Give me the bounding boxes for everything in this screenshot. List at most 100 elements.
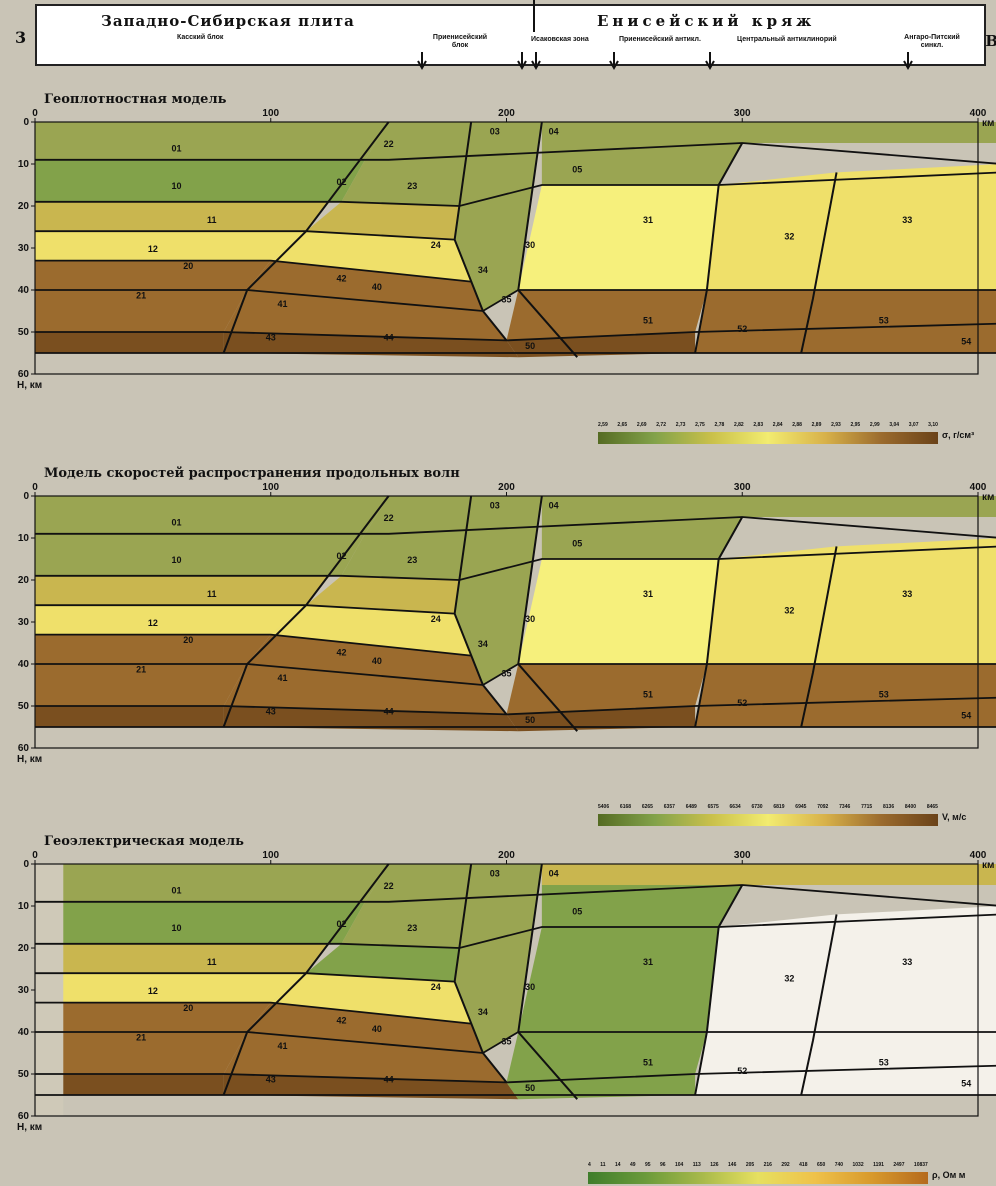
y-tick-label: 10	[18, 159, 30, 170]
legend-tick: 7346	[839, 804, 851, 810]
block-label: 01	[171, 517, 181, 527]
legend-tick: 2,73	[675, 422, 686, 428]
horizon-line	[35, 516, 996, 539]
legend-tick: 2,82	[733, 422, 744, 428]
block-label: 30	[525, 614, 535, 624]
layer-region	[35, 496, 389, 534]
horizon-line	[35, 171, 996, 207]
x-tick-label: 300	[734, 482, 751, 493]
legend-tick: 650	[816, 1162, 826, 1168]
y-tick-label: 50	[18, 327, 30, 338]
horizon-line	[35, 884, 996, 907]
x-tick-label: 100	[262, 108, 279, 119]
y-unit-label: H, км	[17, 754, 42, 765]
legend-tick: 6945	[795, 804, 807, 810]
block-label: 11	[207, 589, 217, 599]
layer-region	[223, 332, 519, 358]
block-label: 02	[336, 177, 346, 187]
block-label: 20	[183, 635, 193, 645]
fault-line	[800, 172, 838, 354]
subunit-prienisei-block: Приенисейский блок	[432, 34, 488, 49]
legend-tick: 740	[834, 1162, 844, 1168]
fault-line	[453, 495, 508, 716]
layer-region	[270, 231, 472, 282]
block-label: 44	[384, 332, 394, 342]
legend-tick: 6575	[707, 804, 719, 810]
subunit-prienisei-anticline: Приенисейский антикл.	[619, 36, 701, 43]
edge-label: В	[985, 32, 996, 50]
legend-tick: 2,83	[753, 422, 764, 428]
block-label: 51	[643, 690, 653, 700]
fault-line	[517, 495, 578, 732]
legend-tick: 3,10	[928, 422, 938, 428]
block-label: 52	[737, 324, 747, 334]
block-label: 03	[490, 501, 500, 511]
layer-region	[35, 533, 366, 576]
legend-tick: 3,04	[889, 422, 900, 428]
layer-region	[812, 164, 996, 299]
legend-tick: 2,99	[869, 422, 880, 428]
block-label: 31	[643, 215, 653, 225]
block-label: 53	[879, 1058, 889, 1068]
layer-region	[35, 575, 330, 606]
layer-region	[541, 122, 996, 143]
legend-tick: 10837	[913, 1162, 928, 1168]
down-arrow-icon	[609, 52, 619, 70]
block-label: 52	[737, 698, 747, 708]
layer-region	[518, 927, 719, 1032]
layer-region	[35, 864, 389, 902]
legend-tick: 2,69	[636, 422, 647, 428]
block-label: 04	[549, 127, 559, 137]
west-title: Западно-Сибирская плита	[101, 12, 355, 30]
figure-number: 3	[15, 28, 27, 47]
legend-tick: 8465	[926, 804, 938, 810]
block-label: 34	[478, 639, 488, 649]
horizon-line	[35, 1031, 996, 1054]
y-tick-label: 60	[18, 743, 30, 754]
layer-region	[35, 201, 330, 232]
horizon-line	[35, 1064, 996, 1084]
block-label: 32	[784, 606, 794, 616]
block-label: 33	[902, 215, 912, 225]
y-tick-label: 60	[18, 369, 30, 380]
subunit-angaro-pitsky: Ангаро-Питский синкл.	[904, 34, 960, 49]
layer-region	[223, 706, 519, 732]
legend-tick: 6819	[773, 804, 785, 810]
block-label: 51	[643, 1058, 653, 1068]
layer-region	[247, 260, 483, 311]
layer-region	[35, 901, 366, 944]
block-label: 02	[336, 919, 346, 929]
layer-region	[341, 496, 472, 580]
block-label: 35	[501, 295, 511, 305]
legend-tick: 3,07	[908, 422, 919, 428]
x-tick-label: 200	[498, 108, 515, 119]
block-label: 34	[478, 1007, 488, 1017]
layer-region	[706, 546, 837, 673]
layer-region	[706, 172, 837, 299]
layer-region	[541, 885, 743, 927]
layer-region	[35, 231, 307, 261]
y-tick-label: 10	[18, 901, 30, 912]
y-tick-label: 30	[18, 617, 30, 628]
block-label: 43	[266, 332, 276, 342]
legend-tick: 2,95	[850, 422, 861, 428]
layer-region	[270, 605, 472, 656]
subunit-central-anticlinorium: Центральный антиклинорий	[737, 36, 837, 43]
horizon-line	[35, 289, 996, 312]
block-label: 10	[171, 923, 181, 933]
layer-region	[35, 290, 248, 332]
block-label: 30	[525, 982, 535, 992]
down-arrow-icon	[517, 52, 527, 70]
y-tick-label: 30	[18, 985, 30, 996]
x-tick-label: 200	[498, 482, 515, 493]
block-label: 12	[148, 618, 158, 628]
layer-region	[223, 290, 507, 341]
y-tick-label: 0	[23, 117, 29, 128]
subunit-kassky: Касский блок	[177, 34, 224, 41]
x-unit-label: км	[982, 118, 994, 129]
legend-tick: 8136	[882, 804, 895, 810]
layer-region	[306, 943, 460, 982]
legend-tick: 1032	[852, 1162, 864, 1168]
layer-region	[223, 1032, 507, 1083]
